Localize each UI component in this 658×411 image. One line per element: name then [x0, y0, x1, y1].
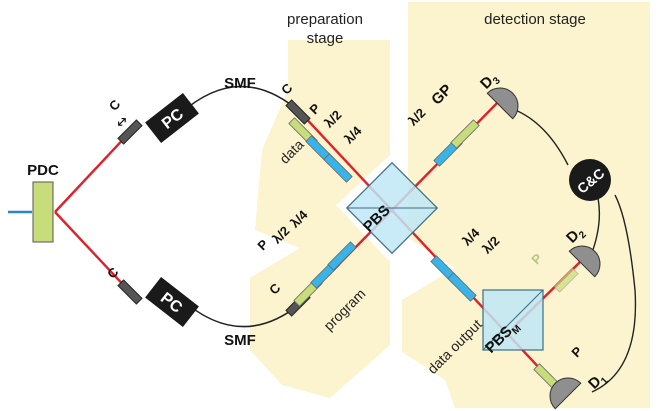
pdc-label: PDC [27, 162, 59, 179]
detection-stage-title: detection stage [484, 11, 586, 28]
cable-d1 [591, 194, 637, 393]
qwp-data [323, 153, 353, 183]
pbs-cube [345, 161, 439, 255]
detection-stage-region [402, 2, 650, 408]
preparation-stage-title-1: preparation [287, 11, 363, 28]
pc-top: PC [145, 92, 199, 144]
gp-plate [450, 119, 480, 149]
preparation-stage-region [250, 40, 390, 398]
fiber-top [179, 85, 301, 115]
coupler-bottom-left [117, 279, 143, 305]
pdc-crystal [32, 181, 54, 243]
coupler-top-left [117, 119, 143, 145]
pc-bottom: PC [145, 276, 199, 328]
coupler-data [285, 99, 311, 125]
qwp-program [327, 241, 357, 271]
detector-d1 [549, 377, 582, 410]
detector-d3 [486, 87, 519, 120]
coincidence-unit [569, 159, 611, 201]
smf-top-label: SMF [224, 75, 256, 92]
out-hwp [447, 272, 477, 302]
smf-bottom-label: SMF [224, 332, 256, 349]
pbs-m-cube [482, 289, 544, 351]
p-program-label: P [254, 236, 271, 253]
c-top-left-label: C [106, 96, 124, 113]
preparation-stage-title-2: stage [307, 30, 344, 47]
detector-d2 [568, 245, 601, 278]
polarizer-d2 [553, 267, 579, 293]
